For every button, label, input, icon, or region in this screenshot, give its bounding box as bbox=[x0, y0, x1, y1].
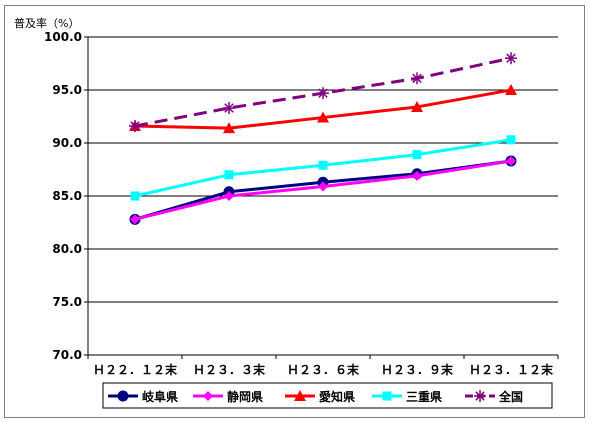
data-point bbox=[412, 150, 422, 160]
y-axis-title: 普及率（%） bbox=[14, 16, 79, 30]
data-point-stroke bbox=[412, 73, 422, 84]
data-point bbox=[294, 390, 306, 401]
data-point bbox=[129, 120, 141, 133]
data-point bbox=[506, 156, 516, 167]
data-point-stroke bbox=[475, 391, 485, 401]
data-point bbox=[505, 84, 517, 95]
data-point bbox=[411, 100, 423, 112]
data-point bbox=[411, 72, 423, 85]
legend-label: 全国 bbox=[498, 389, 523, 404]
gridlines bbox=[88, 36, 558, 356]
data-point bbox=[317, 87, 329, 100]
data-point bbox=[224, 170, 234, 180]
x-tick-label: Ｈ２２．１２末 bbox=[93, 362, 178, 377]
y-tick-label: 80.0 bbox=[52, 242, 82, 256]
y-tick-label: 70.0 bbox=[52, 348, 82, 362]
data-point bbox=[130, 214, 140, 225]
data-point bbox=[224, 191, 234, 201]
x-tick-label: Ｈ２３．１２末 bbox=[469, 362, 554, 377]
data-point bbox=[318, 181, 328, 192]
data-point-stroke bbox=[224, 103, 234, 113]
data-point bbox=[317, 111, 329, 123]
y-tick-label: 75.0 bbox=[52, 295, 82, 309]
x-tick-labels: Ｈ２２．１２末 Ｈ２３．３末 Ｈ２３．６末 Ｈ２３．９末 Ｈ２３．１２末 bbox=[93, 362, 554, 377]
chart-frame bbox=[4, 5, 585, 418]
data-point bbox=[474, 390, 486, 402]
series-lines bbox=[129, 52, 517, 225]
data-point bbox=[412, 170, 422, 181]
data-point bbox=[203, 391, 213, 401]
y-tick-labels: 70.0 75.0 80.0 85.0 90.0 95.0 100.0 bbox=[44, 30, 82, 362]
legend-label: 岐阜県 bbox=[142, 389, 178, 404]
data-point bbox=[318, 160, 328, 170]
x-tick-label: Ｈ２３．３末 bbox=[193, 362, 266, 377]
legend-label: 愛知県 bbox=[319, 389, 355, 404]
legend-label: 静岡県 bbox=[227, 389, 263, 404]
legend: 岐阜県 静岡県 愛知県 三重県 全国 bbox=[102, 382, 553, 409]
data-point bbox=[382, 391, 392, 401]
axes bbox=[84, 36, 559, 359]
data-point-stroke bbox=[318, 88, 328, 98]
x-tick-label: Ｈ２３．６末 bbox=[287, 362, 360, 377]
data-point bbox=[223, 122, 235, 134]
data-point-stroke bbox=[506, 53, 516, 63]
x-tick-label: Ｈ２３．９末 bbox=[381, 362, 454, 377]
data-point bbox=[505, 52, 517, 65]
data-point-stroke bbox=[130, 121, 140, 131]
data-point bbox=[506, 135, 516, 145]
y-tick-label: 95.0 bbox=[52, 83, 82, 97]
y-tick-label: 100.0 bbox=[44, 30, 82, 44]
data-point bbox=[130, 191, 140, 201]
legend-label: 三重県 bbox=[406, 389, 442, 404]
y-tick-label: 90.0 bbox=[52, 136, 82, 150]
y-tick-label: 85.0 bbox=[52, 189, 82, 203]
data-point bbox=[117, 390, 129, 402]
data-point bbox=[223, 102, 235, 115]
